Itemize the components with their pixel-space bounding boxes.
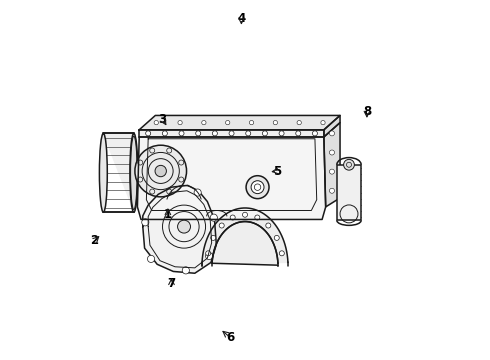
Polygon shape xyxy=(103,134,134,212)
Circle shape xyxy=(245,131,251,136)
Circle shape xyxy=(329,131,335,136)
Circle shape xyxy=(225,121,230,125)
Circle shape xyxy=(329,169,335,174)
Text: 5: 5 xyxy=(273,165,281,177)
Circle shape xyxy=(205,252,213,260)
Circle shape xyxy=(154,121,158,125)
Text: 7: 7 xyxy=(168,278,175,291)
Circle shape xyxy=(262,131,268,136)
Circle shape xyxy=(182,267,190,274)
Text: 1: 1 xyxy=(164,208,172,221)
Circle shape xyxy=(211,235,216,240)
Polygon shape xyxy=(324,123,340,207)
Circle shape xyxy=(255,215,260,220)
Text: 4: 4 xyxy=(237,12,245,25)
Circle shape xyxy=(274,235,279,240)
Bar xyxy=(337,165,361,220)
Circle shape xyxy=(273,121,277,125)
Circle shape xyxy=(249,121,254,125)
Circle shape xyxy=(329,188,335,193)
Circle shape xyxy=(313,131,318,136)
Polygon shape xyxy=(143,185,216,273)
Circle shape xyxy=(202,121,206,125)
Circle shape xyxy=(251,181,264,194)
Circle shape xyxy=(246,176,269,199)
Circle shape xyxy=(196,131,201,136)
Circle shape xyxy=(162,131,168,136)
Circle shape xyxy=(142,219,149,226)
Polygon shape xyxy=(139,130,324,137)
Circle shape xyxy=(296,131,301,136)
Circle shape xyxy=(219,223,224,228)
Circle shape xyxy=(135,145,187,197)
Text: 8: 8 xyxy=(363,105,371,118)
Circle shape xyxy=(230,215,235,220)
Text: 6: 6 xyxy=(226,331,235,344)
Circle shape xyxy=(177,220,191,233)
Polygon shape xyxy=(324,116,340,137)
Text: 3: 3 xyxy=(158,113,167,126)
Circle shape xyxy=(178,121,182,125)
Circle shape xyxy=(212,131,218,136)
Ellipse shape xyxy=(130,134,138,212)
Polygon shape xyxy=(202,208,288,263)
Circle shape xyxy=(297,121,301,125)
Circle shape xyxy=(179,131,184,136)
Circle shape xyxy=(243,212,247,217)
Circle shape xyxy=(229,131,234,136)
Circle shape xyxy=(279,131,284,136)
Circle shape xyxy=(155,165,167,177)
Circle shape xyxy=(210,214,218,221)
Circle shape xyxy=(146,131,151,136)
Circle shape xyxy=(194,189,201,196)
Circle shape xyxy=(279,251,284,256)
Circle shape xyxy=(321,121,325,125)
Circle shape xyxy=(147,255,155,262)
Circle shape xyxy=(329,150,335,155)
Circle shape xyxy=(266,223,271,228)
Circle shape xyxy=(343,159,354,170)
Polygon shape xyxy=(137,137,326,220)
Text: 2: 2 xyxy=(90,234,98,247)
Ellipse shape xyxy=(99,134,107,212)
Circle shape xyxy=(206,251,211,256)
Polygon shape xyxy=(139,116,340,130)
